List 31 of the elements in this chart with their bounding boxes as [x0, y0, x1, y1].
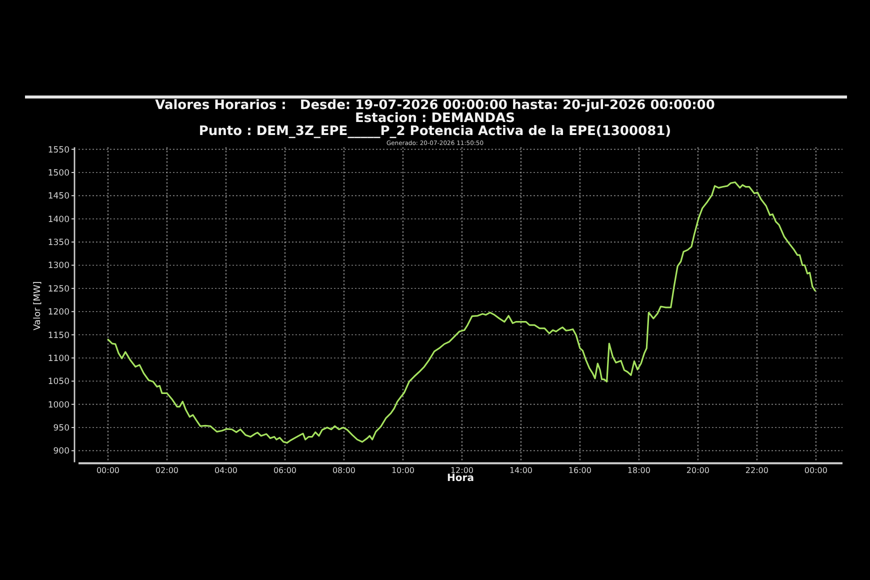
x-tick-label: 08:00: [332, 466, 356, 475]
x-tick-label: 10:00: [391, 466, 415, 475]
y-tick-label: 1100: [48, 354, 70, 364]
x-tick-label: 20:00: [686, 466, 710, 475]
x-axis-title: Hora: [447, 473, 474, 484]
chart-title: Valores Horarios : Desde: 19-07-2026 00:00:00 hasta: 20-jul-2026 00:00:00 Estacion : DEMANDAS Punto : DEM_3Z_EPE_____P_2 Potencia Activa de la EPE(1300081): [155, 98, 715, 139]
x-tick-label: 16:00: [568, 466, 592, 475]
y-axis-title: Valor [MW]: [33, 281, 43, 330]
x-tick-label: 12:00: [450, 466, 474, 475]
x-tick-label: 00:00: [96, 466, 120, 475]
y-tick-label: 1500: [48, 168, 70, 178]
y-tick-label: 1200: [48, 308, 70, 318]
y-tick-label: 1150: [48, 330, 70, 341]
y-tick-label: 950: [53, 423, 70, 434]
y-tick-label: 1400: [48, 214, 70, 225]
x-tick-label: 14:00: [509, 466, 532, 475]
y-tick-label: 1000: [48, 400, 70, 410]
x-tick-label: 06:00: [273, 466, 297, 475]
x-tick-label: 18:00: [627, 466, 650, 475]
x-tick-label: 02:00: [155, 466, 179, 475]
x-tick-label: 22:00: [745, 466, 768, 475]
line-series: [107, 181, 816, 444]
x-tick-label: 04:00: [214, 466, 238, 475]
y-tick-label: 1350: [48, 238, 70, 248]
y-tick-label: 1050: [48, 377, 70, 388]
y-tick-label: 1250: [48, 284, 70, 294]
y-tick-label: 1300: [48, 261, 70, 272]
y-tick-label: 900: [53, 446, 70, 457]
x-tick-label: 00:00: [804, 466, 828, 475]
y-tick-label: 1550: [48, 145, 70, 156]
y-tick-label: 1450: [48, 192, 70, 202]
